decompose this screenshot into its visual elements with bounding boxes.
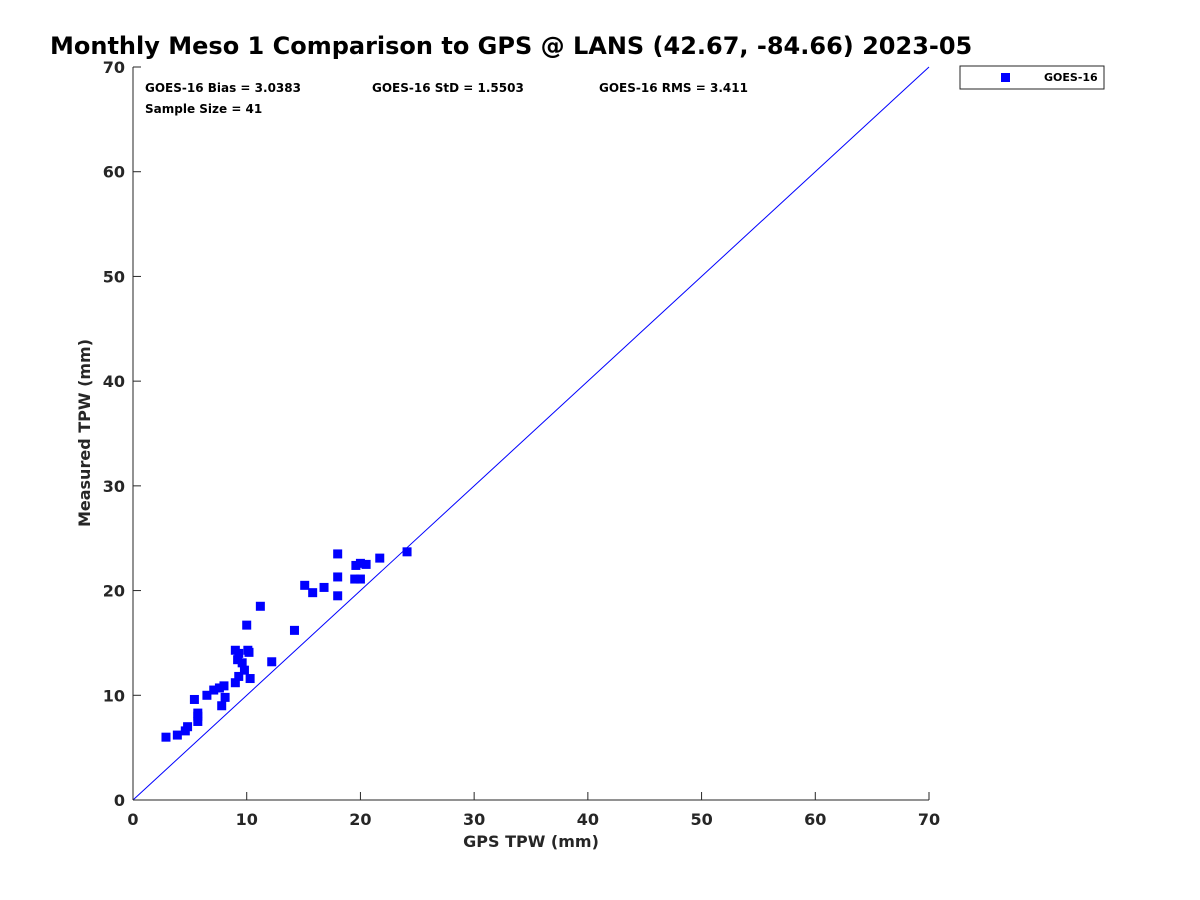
x-tick-label: 10 bbox=[236, 810, 258, 829]
data-point bbox=[237, 658, 247, 668]
legend-box bbox=[959, 65, 1105, 90]
data-point bbox=[233, 655, 243, 665]
y-tick-label: 20 bbox=[103, 582, 125, 601]
data-point bbox=[189, 694, 199, 704]
data-point bbox=[350, 574, 360, 584]
data-point bbox=[402, 547, 412, 557]
x-tick-label: 0 bbox=[127, 810, 138, 829]
data-point bbox=[219, 681, 229, 691]
x-tick-label: 60 bbox=[804, 810, 826, 829]
y-axis: 0 10 20 30 40 50 60 70 bbox=[103, 58, 141, 810]
y-tick-label: 40 bbox=[103, 372, 125, 391]
y-tick-label: 70 bbox=[103, 58, 125, 77]
data-point bbox=[234, 671, 244, 681]
data-point bbox=[214, 683, 224, 693]
data-point bbox=[289, 625, 299, 635]
data-point bbox=[300, 580, 310, 590]
data-point bbox=[234, 648, 244, 658]
data-point bbox=[202, 690, 212, 700]
data-point bbox=[245, 674, 255, 684]
data-point bbox=[308, 588, 318, 598]
data-point bbox=[220, 692, 230, 702]
data-point bbox=[333, 549, 343, 559]
data-point bbox=[319, 582, 329, 592]
std-stat: GOES-16 StD = 1.5503 bbox=[372, 81, 524, 95]
data-point bbox=[333, 572, 343, 582]
plot-area: 0 10 20 30 40 50 60 70 0 10 20 30 40 50 60 70 bbox=[103, 58, 940, 829]
data-point bbox=[255, 601, 265, 611]
data-point bbox=[193, 708, 203, 718]
data-point bbox=[239, 665, 249, 675]
data-point bbox=[375, 553, 385, 563]
data-point bbox=[333, 591, 343, 601]
data-point bbox=[193, 716, 203, 726]
y-tick-label: 60 bbox=[103, 163, 125, 182]
data-point bbox=[161, 732, 171, 742]
data-point bbox=[244, 647, 254, 657]
data-point bbox=[355, 558, 365, 568]
one-to-one-line bbox=[132, 66, 930, 801]
data-point bbox=[361, 559, 371, 569]
data-point bbox=[351, 560, 361, 570]
data-point bbox=[172, 730, 182, 740]
x-tick-label: 50 bbox=[690, 810, 712, 829]
legend-marker bbox=[1001, 73, 1010, 82]
data-point bbox=[355, 574, 365, 584]
sample-size-stat: Sample Size = 41 bbox=[145, 102, 262, 116]
x-tick-label: 70 bbox=[918, 810, 940, 829]
data-points bbox=[161, 547, 412, 742]
legend: GOES-16 bbox=[959, 65, 1105, 90]
data-point bbox=[209, 685, 219, 695]
rms-stat: GOES-16 RMS = 3.411 bbox=[599, 81, 748, 95]
data-point bbox=[230, 678, 240, 688]
y-tick-label: 0 bbox=[114, 791, 125, 810]
x-axis-label: GPS TPW (mm) bbox=[463, 832, 599, 851]
data-point bbox=[217, 701, 227, 711]
x-tick-label: 40 bbox=[577, 810, 599, 829]
y-axis-label: Measured TPW (mm) bbox=[75, 339, 94, 527]
x-tick-label: 30 bbox=[463, 810, 485, 829]
y-tick-label: 30 bbox=[103, 477, 125, 496]
legend-label: GOES-16 bbox=[1044, 71, 1098, 84]
x-tick-label: 20 bbox=[349, 810, 371, 829]
data-point bbox=[267, 657, 277, 667]
x-axis: 0 10 20 30 40 50 60 70 bbox=[127, 792, 940, 829]
y-tick-label: 50 bbox=[103, 267, 125, 286]
data-point bbox=[242, 620, 252, 630]
chart-title: Monthly Meso 1 Comparison to GPS @ LANS … bbox=[50, 32, 972, 60]
data-point bbox=[183, 722, 193, 732]
y-tick-label: 10 bbox=[103, 686, 125, 705]
bias-stat: GOES-16 Bias = 3.0383 bbox=[145, 81, 301, 95]
